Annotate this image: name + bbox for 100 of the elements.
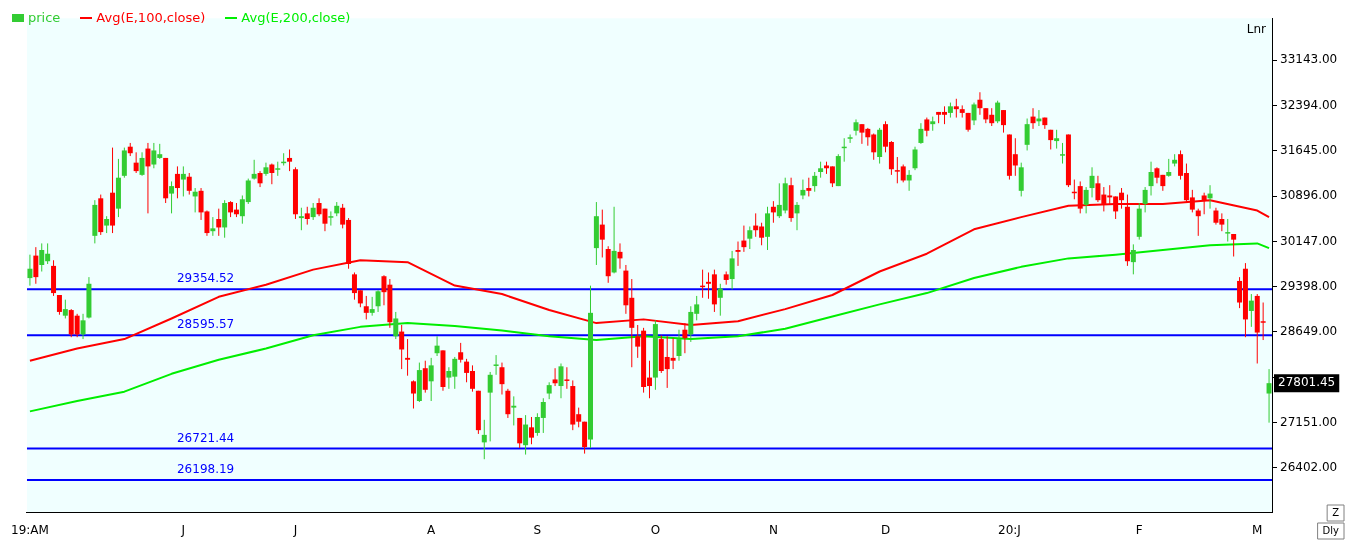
candlestick [145,142,151,214]
candlestick [1266,368,1272,424]
candlestick [552,367,558,387]
ref-line-label: 28595.57 [176,317,235,332]
x-tick-label: 19:AM [11,522,49,537]
y-tick-label: 29398.00 [1280,278,1338,293]
legend-label: Avg(E,100,close) [96,10,206,25]
candlestick [410,379,416,410]
y-tick-label: 28649.00 [1280,324,1338,339]
candlestick [1130,243,1136,275]
candlestick [139,151,145,177]
candlestick [924,117,930,137]
candlestick [216,208,222,237]
candlestick [174,165,180,199]
x-tick-label: F [1135,522,1143,537]
candlestick [210,216,216,237]
candlestick [599,209,605,258]
y-tick-label: 31645.00 [1280,142,1338,157]
candlestick [977,91,983,116]
candlestick [458,342,464,364]
candlestick [511,395,517,426]
candlestick [1024,118,1030,151]
y-tick-label: 30896.00 [1280,188,1338,203]
text: Z [1332,506,1340,518]
ref-line-label: 26198.19 [176,462,235,477]
candlestick [169,180,175,214]
y-tick-label: 33143.00 [1280,52,1338,67]
y-tick-label: 32394.00 [1280,97,1338,112]
candlestick [912,146,918,171]
legend-label: Avg(E,200,close) [241,10,351,25]
x-tick-label: 20:J [998,522,1021,537]
candlestick [747,225,753,250]
candlestick [1030,107,1036,130]
candlestick [328,210,334,227]
candlestick [33,246,39,285]
x-tick-label: J [180,522,186,537]
candlestick [369,296,375,317]
candlestick [995,100,1001,124]
candlestick [729,250,735,290]
candlestick [499,362,505,395]
candlestick [487,371,493,442]
y-tick-label: 30147.00 [1280,233,1338,248]
y-tick-label: 26402.00 [1280,459,1338,474]
x-tick-label: A [427,522,437,537]
candlestick [741,225,747,253]
candlestick [1018,162,1024,197]
x-tick-label: O [650,522,661,537]
candlestick [523,414,529,456]
candlestick [617,242,623,270]
candlestick [953,98,959,119]
candlestick [806,177,812,197]
candlestick [180,165,186,197]
candlestick [428,357,434,402]
candlestick [56,294,62,316]
candlestick [393,311,399,340]
candlestick [676,329,682,362]
candlestick [298,207,304,231]
candlestick [735,241,741,267]
y-tick-label: 27151.00 [1280,414,1338,429]
x-tick-label: S [533,522,542,537]
candlestick [80,313,86,340]
candlestick [251,159,257,181]
candlestick [133,151,139,174]
candlestick [717,283,723,317]
candlestick [1225,218,1231,243]
candlestick [558,362,564,399]
candlestick [812,171,818,193]
candlestick [1089,166,1095,198]
candlestick [269,163,275,185]
candlestick [1083,186,1089,214]
ref-line-label: 29354.52 [176,271,235,286]
legend-label: price [28,10,61,25]
candlestick [27,254,33,287]
candlestick [186,172,192,196]
candlestick [1248,293,1254,328]
ref-line-label: 26721.44 [176,430,235,445]
candlestick [528,416,534,445]
x-tick-label: D [880,522,891,537]
candlestick [794,201,800,231]
candlestick [847,133,853,144]
candlestick [481,419,487,460]
candlestick [405,338,411,377]
candlestick [918,122,924,145]
candlestick [1142,186,1148,213]
candlestick [1060,142,1066,165]
annotation: Lnr [1246,22,1267,37]
candlestick [1001,109,1007,134]
text: Dly [1322,524,1340,536]
candlestick [493,354,499,376]
candlestick [363,295,369,320]
candlestick [422,360,428,394]
candlestick [399,324,405,370]
candlestick [1054,129,1060,150]
candlestick [62,299,68,319]
candlestick [971,102,977,126]
candlestick [765,206,770,251]
candlestick [505,388,511,419]
x-tick-label: M [1252,522,1263,537]
candlestick [611,206,617,274]
x-tick-label: N [768,522,778,537]
